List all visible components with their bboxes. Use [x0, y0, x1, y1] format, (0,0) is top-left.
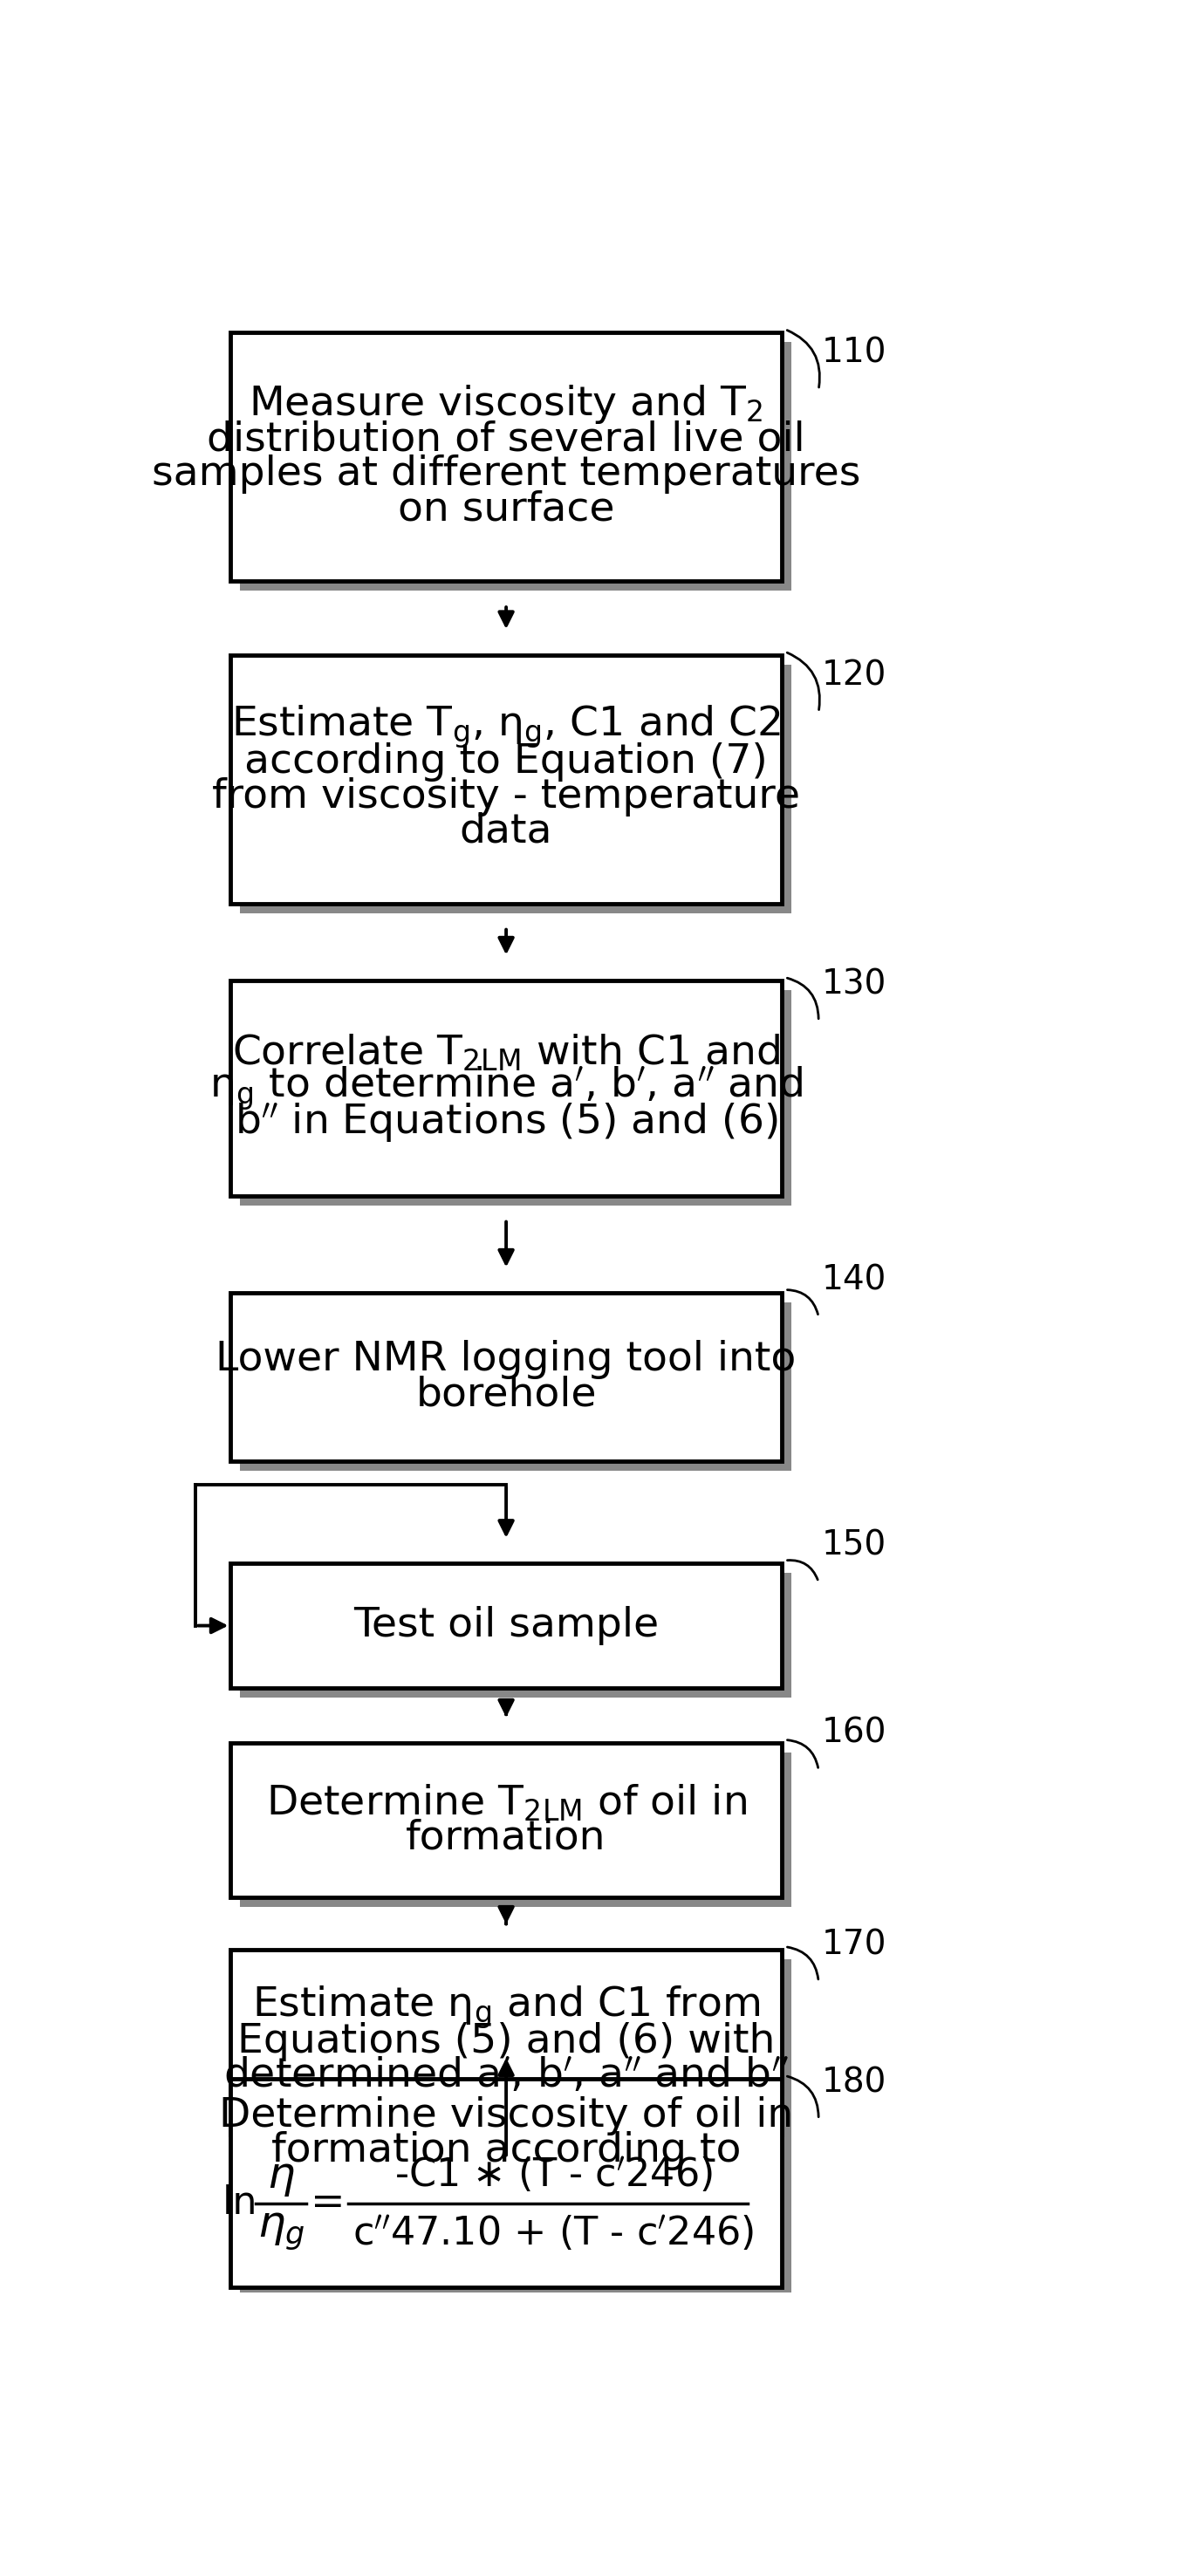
Text: Equations (5) and (6) with: Equations (5) and (6) with: [238, 2022, 774, 2061]
Text: Correlate $\mathregular{T_{2LM}}$ with C1 and: Correlate $\mathregular{T_{2LM}}$ with C…: [232, 1033, 780, 1074]
Text: 110: 110: [822, 337, 887, 368]
Text: ln: ln: [222, 2184, 258, 2223]
Bar: [231, 332, 782, 582]
Text: on surface: on surface: [398, 489, 614, 528]
Text: 120: 120: [822, 659, 886, 693]
Text: Determine $\mathregular{T_{2LM}}$ of oil in: Determine $\mathregular{T_{2LM}}$ of oil…: [266, 1783, 746, 1824]
Bar: [231, 1564, 782, 1687]
Bar: [240, 343, 791, 590]
Bar: [240, 1574, 791, 1698]
Text: samples at different temperatures: samples at different temperatures: [152, 456, 860, 495]
Bar: [231, 2079, 782, 2287]
Text: borehole: borehole: [415, 1376, 597, 1414]
Text: 170: 170: [822, 1927, 887, 1960]
Text: 130: 130: [822, 969, 886, 999]
Text: c$''$47.10 + (T - c$'$246): c$''$47.10 + (T - c$'$246): [352, 2215, 754, 2254]
Text: determined a$'$, b$'$, a$''$ and b$''$: determined a$'$, b$'$, a$''$ and b$''$: [224, 2058, 789, 2097]
Bar: [231, 1744, 782, 1899]
Text: 150: 150: [822, 1528, 886, 1561]
Text: =: =: [311, 2184, 345, 2223]
Text: from viscosity - temperature: from viscosity - temperature: [212, 778, 800, 817]
Bar: [231, 1950, 782, 2136]
Text: -C1 $\ast$ (T - c$'$246): -C1 $\ast$ (T - c$'$246): [394, 2156, 712, 2195]
Bar: [240, 989, 791, 1206]
Bar: [231, 981, 782, 1195]
Text: Estimate $\mathregular{\eta_g}$ and C1 from: Estimate $\mathregular{\eta_g}$ and C1 f…: [252, 1984, 760, 2030]
Bar: [231, 1293, 782, 1461]
Text: formation: formation: [406, 1819, 606, 1857]
Bar: [240, 1960, 791, 2143]
Text: $\eta$: $\eta$: [267, 2156, 295, 2200]
Text: Lower NMR logging tool into: Lower NMR logging tool into: [215, 1340, 797, 1378]
Text: 140: 140: [822, 1262, 886, 1296]
Bar: [240, 1303, 791, 1471]
Bar: [240, 665, 791, 912]
Bar: [240, 2089, 791, 2298]
Text: $\mathregular{\eta_g}$ to determine a$'$, b$'$, a$''$ and: $\mathregular{\eta_g}$ to determine a$'$…: [210, 1064, 803, 1113]
Text: Determine viscosity of oil in: Determine viscosity of oil in: [219, 2097, 793, 2136]
Text: b$''$ in Equations (5) and (6): b$''$ in Equations (5) and (6): [234, 1103, 778, 1144]
Text: Measure viscosity and $\mathregular{T_2}$: Measure viscosity and $\mathregular{T_2}…: [250, 384, 764, 425]
Text: Estimate $\mathregular{T_g}$, $\mathregular{\eta_g}$, C1 and C2: Estimate $\mathregular{T_g}$, $\mathregu…: [231, 703, 782, 750]
Text: 160: 160: [822, 1716, 887, 1749]
Bar: [240, 1752, 791, 1906]
Text: 180: 180: [822, 2066, 886, 2099]
Text: $\eta_g$: $\eta_g$: [258, 2210, 305, 2251]
Text: formation according to: formation according to: [271, 2130, 742, 2172]
Text: data: data: [460, 811, 552, 850]
Bar: [231, 654, 782, 904]
Text: Test oil sample: Test oil sample: [353, 1605, 659, 1646]
Text: distribution of several live oil: distribution of several live oil: [207, 420, 805, 459]
Text: according to Equation (7): according to Equation (7): [245, 742, 767, 781]
